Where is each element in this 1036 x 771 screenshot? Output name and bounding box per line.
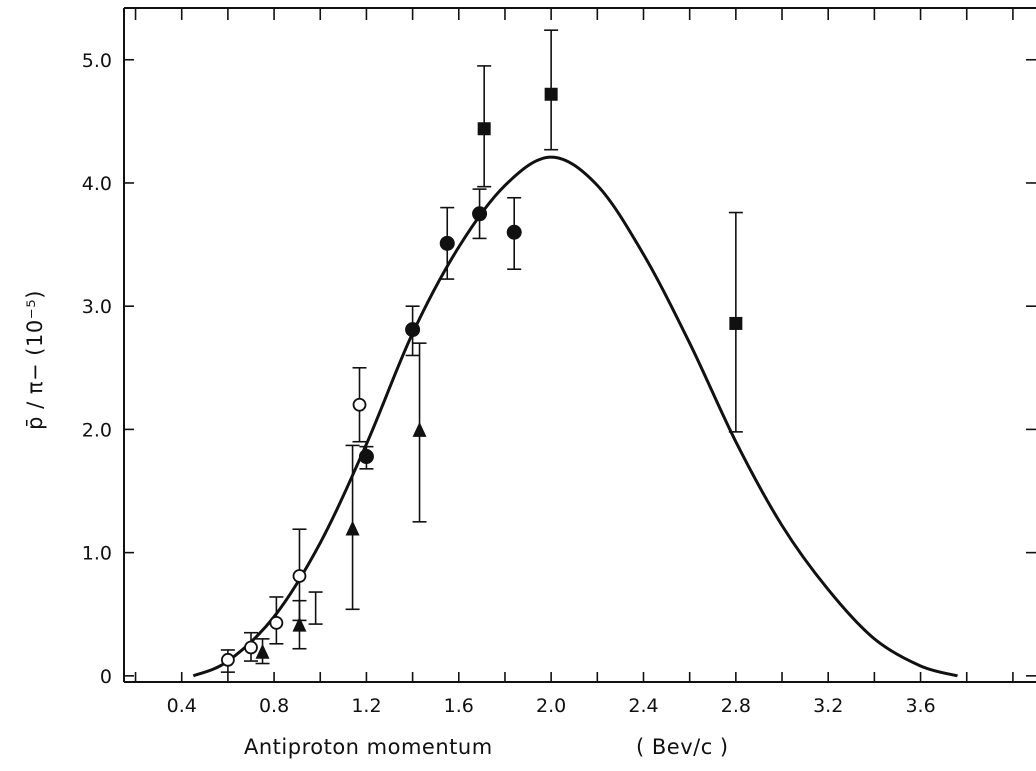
y-tick-label: 4.0	[82, 173, 112, 195]
x-axis-title: Antiproton momentum	[244, 735, 493, 759]
filled-triangle-marker	[255, 643, 270, 659]
x-tick-label: 1.6	[444, 695, 474, 717]
y-tick-label: 5.0	[82, 50, 112, 72]
x-tick-labels: 0.4 0.8 1.2 1.6 2.0 2.4 2.8 3.2 3.6	[167, 695, 936, 717]
filled-square-marker	[477, 122, 491, 136]
data-markers	[220, 87, 743, 667]
axis-ticks	[124, 8, 1036, 682]
x-tick-label: 0.4	[167, 695, 197, 717]
filled-square-marker	[729, 316, 743, 330]
open-circle-marker	[292, 569, 307, 583]
x-tick-label: 2.8	[721, 695, 751, 717]
y-axis-title: p̄ / π− (10⁻⁵)	[23, 290, 47, 430]
y-tick-label: 2.0	[82, 419, 112, 441]
y-tick-label: 1.0	[82, 543, 112, 565]
x-tick-label: 3.6	[905, 695, 935, 717]
open-circle-marker	[220, 652, 235, 667]
x-tick-label: 2.0	[536, 695, 566, 717]
filled-triangle-marker	[412, 421, 427, 437]
filled-circle-marker	[439, 235, 455, 251]
filled-circle-marker	[358, 449, 374, 465]
x-axis-units: ( Bev/c )	[636, 735, 729, 759]
x-tick-label: 3.2	[813, 695, 843, 717]
filled-square-marker	[544, 87, 558, 101]
open-circle-marker	[269, 615, 284, 630]
fit-curve-group	[192, 155, 958, 678]
x-tick-label: 0.8	[259, 695, 289, 717]
y-tick-label: 3.0	[82, 296, 112, 318]
filled-circle-marker	[472, 206, 488, 222]
fit-curve	[192, 155, 958, 678]
plot-frame	[123, 7, 1036, 683]
open-circle-marker	[244, 640, 258, 655]
x-tick-label: 2.4	[628, 695, 658, 717]
filled-triangle-marker	[292, 616, 307, 632]
x-tick-label: 1.2	[351, 695, 381, 717]
filled-circle-marker	[405, 322, 421, 338]
open-circle-marker	[352, 397, 367, 412]
filled-circle-marker	[506, 224, 522, 240]
y-tick-labels: 0 1.0 2.0 3.0 4.0 5.0	[82, 50, 112, 688]
y-tick-label: 0	[100, 666, 112, 688]
filled-triangle-marker	[345, 520, 360, 536]
